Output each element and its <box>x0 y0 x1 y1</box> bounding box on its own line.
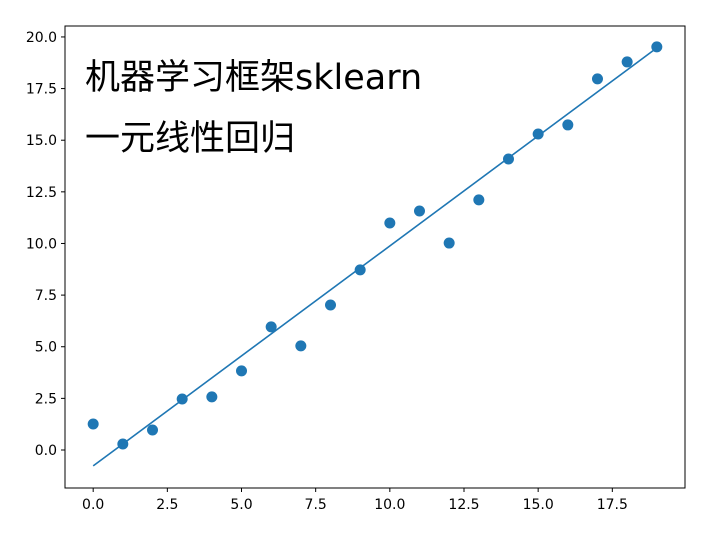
point <box>621 56 633 68</box>
point <box>265 321 277 333</box>
plot-frame <box>64 25 686 489</box>
x-tick-label: 5.0 <box>230 497 252 513</box>
y-tick-label: 17.5 <box>26 82 57 98</box>
point <box>413 205 425 217</box>
annotation: 机器学习框架sklearn <box>85 58 422 98</box>
y-tick-label: 10.0 <box>26 236 57 252</box>
point <box>473 194 485 206</box>
point <box>562 119 574 131</box>
point <box>147 424 159 436</box>
point <box>354 264 366 276</box>
y-tick-label: 7.5 <box>35 288 57 304</box>
point <box>384 217 396 229</box>
point <box>236 365 248 377</box>
x-tick-label: 2.5 <box>156 497 178 513</box>
point <box>591 73 603 85</box>
y-tick-label: 15.0 <box>26 133 57 149</box>
x-tick-label: 12.5 <box>448 497 479 513</box>
x-tick-label: 10.0 <box>374 497 405 513</box>
y-tick-label: 12.5 <box>26 185 57 201</box>
point <box>295 340 307 352</box>
y-tick-label: 5.0 <box>35 340 57 356</box>
point <box>325 299 337 311</box>
y-tick-label: 2.5 <box>35 391 57 407</box>
point <box>532 128 544 140</box>
x-tick-label: 0.0 <box>82 497 104 513</box>
point <box>87 418 99 430</box>
point <box>443 237 455 249</box>
x-tick-label: 17.5 <box>597 497 628 513</box>
annotation: 一元线性回归 <box>85 119 295 159</box>
y-tick-label: 0.0 <box>35 443 57 459</box>
y-tick-label: 20.0 <box>26 30 57 46</box>
x-tick-label: 7.5 <box>305 497 327 513</box>
fit-line <box>92 47 658 467</box>
x-tick-label: 15.0 <box>523 497 554 513</box>
point <box>206 391 218 403</box>
